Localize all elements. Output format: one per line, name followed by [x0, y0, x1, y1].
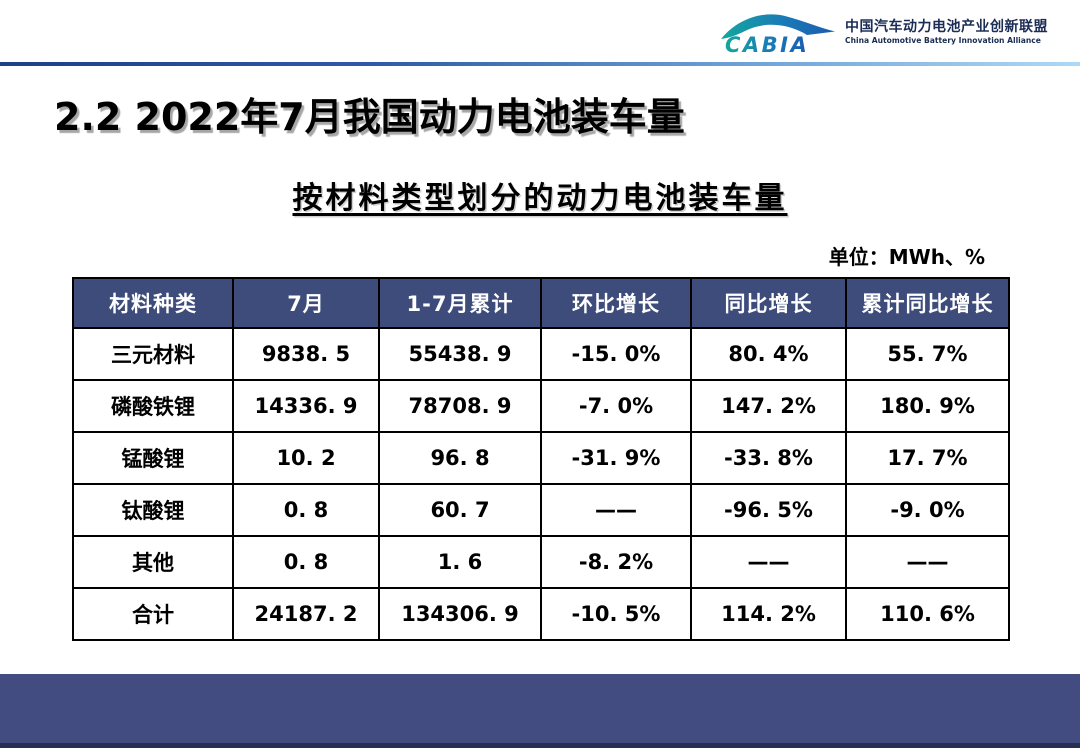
table-row: 钛酸锂 0. 8 60. 7 —— -96. 5% -9. 0% — [72, 483, 1010, 537]
table-cell: 14336. 9 — [232, 379, 380, 433]
table-cell: 60. 7 — [378, 483, 542, 537]
table-cell: 96. 8 — [378, 431, 542, 485]
table-cell: 114. 2% — [690, 587, 847, 641]
logo-name-en: China Automotive Battery Innovation Alli… — [845, 35, 1041, 45]
table-cell: -33. 8% — [690, 431, 847, 485]
table-cell: -96. 5% — [690, 483, 847, 537]
table-cell: -10. 5% — [540, 587, 692, 641]
table-cell: 78708. 9 — [378, 379, 542, 433]
table-cell: 0. 8 — [232, 535, 380, 589]
column-header: 1-7月累计 — [378, 277, 542, 329]
column-header: 7月 — [232, 277, 380, 329]
table-cell: 80. 4% — [690, 327, 847, 381]
data-table: 材料种类 7月 1-7月累计 环比增长 同比增长 累计同比增长 三元材料 9838. 5 55… — [72, 277, 1010, 641]
logo-name-zh: 中国汽车动力电池产业创新联盟 — [845, 18, 1048, 35]
column-header: 累计同比增长 — [845, 277, 1010, 329]
cabia-logo: CABIA 中国汽车动力电池产业创新联盟 China Automotive Ba… — [719, 7, 1048, 57]
table-cell: 110. 6% — [845, 587, 1010, 641]
table-cell: 55. 7% — [845, 327, 1010, 381]
table-cell: 锰酸锂 — [72, 431, 234, 485]
table-cell: 磷酸铁锂 — [72, 379, 234, 433]
logo-text-block: 中国汽车动力电池产业创新联盟 China Automotive Battery … — [845, 19, 1048, 46]
table-cell: 134306. 9 — [378, 587, 542, 641]
header-divider — [0, 62, 1080, 66]
table-row: 磷酸铁锂 14336. 9 78708. 9 -7. 0% 147. 2% 180. 9% — [72, 379, 1010, 433]
table-cell: 三元材料 — [72, 327, 234, 381]
cabia-logo-icon: CABIA — [721, 14, 835, 57]
table-cell: 1. 6 — [378, 535, 542, 589]
column-header: 材料种类 — [72, 277, 234, 329]
table-title: 按材料类型划分的动力电池装车量 — [292, 181, 788, 216]
table-cell: -15. 0% — [540, 327, 692, 381]
table-cell: —— — [540, 483, 692, 537]
table-cell: -7. 0% — [540, 379, 692, 433]
table-cell: 17. 7% — [845, 431, 1010, 485]
table-cell: 钛酸锂 — [72, 483, 234, 537]
table-cell: —— — [845, 535, 1010, 589]
table-cell: 55438. 9 — [378, 327, 542, 381]
table-cell: -9. 0% — [845, 483, 1010, 537]
table-cell: 9838. 5 — [232, 327, 380, 381]
table-cell: -8. 2% — [540, 535, 692, 589]
column-header: 同比增长 — [690, 277, 847, 329]
car-swoosh-icon — [721, 14, 835, 39]
page-title: 2.2 2022年7月我国动力电池装车量 — [54, 95, 685, 139]
table-cell: 0. 8 — [232, 483, 380, 537]
footer-bar — [0, 674, 1080, 748]
table-cell: 24187. 2 — [232, 587, 380, 641]
table-cell: 10. 2 — [232, 431, 380, 485]
table-body: 三元材料 9838. 5 55438. 9 -15. 0% 80. 4% 55. 7% 磷酸… — [72, 327, 1010, 641]
unit-label: 单位：MWh、% — [828, 245, 985, 269]
table-cell: —— — [690, 535, 847, 589]
logo-abbr: CABIA — [725, 33, 809, 57]
table-cell: 合计 — [72, 587, 234, 641]
table-head-row: 材料种类 7月 1-7月累计 环比增长 同比增长 累计同比增长 — [72, 277, 1010, 329]
column-header: 环比增长 — [540, 277, 692, 329]
table-cell: -31. 9% — [540, 431, 692, 485]
table-row: 合计 24187. 2 134306. 9 -10. 5% 114. 2% 110. 6% — [72, 587, 1010, 641]
table-cell: 147. 2% — [690, 379, 847, 433]
table-row: 锰酸锂 10. 2 96. 8 -31. 9% -33. 8% 17. 7% — [72, 431, 1010, 485]
table-title-row: 按材料类型划分的动力电池装车量 — [0, 173, 1080, 217]
table-row: 三元材料 9838. 5 55438. 9 -15. 0% 80. 4% 55. 7% — [72, 327, 1010, 381]
table-row: 其他 0. 8 1. 6 -8. 2% —— —— — [72, 535, 1010, 589]
table-cell: 其他 — [72, 535, 234, 589]
table-cell: 180. 9% — [845, 379, 1010, 433]
